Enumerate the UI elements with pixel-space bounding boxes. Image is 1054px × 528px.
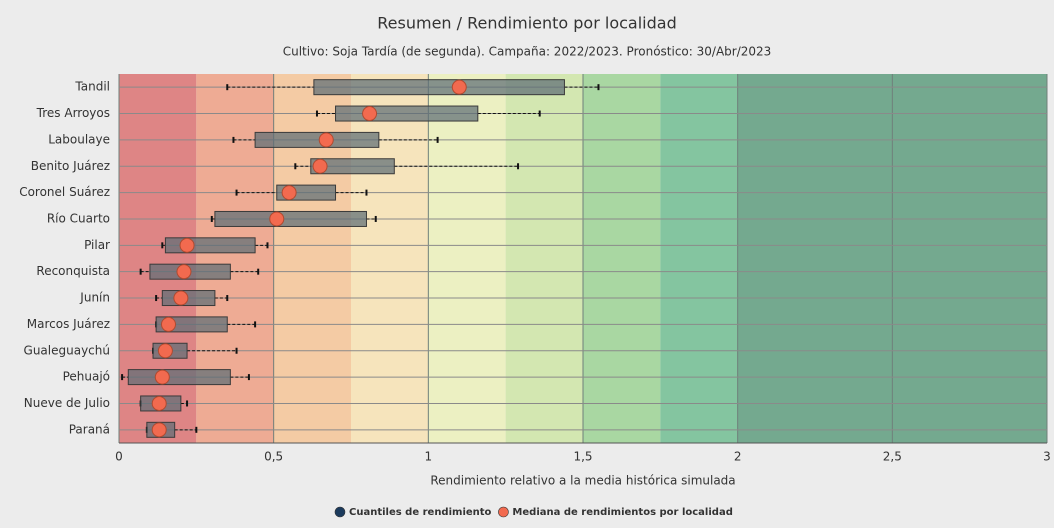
box [335,105,479,122]
x-tick-label: 0 [115,450,123,464]
x-tick-label: 3 [1043,450,1051,464]
median-point [179,237,195,253]
y-tick-label: Paraná [69,422,110,436]
y-tick-label: Coronel Suárez [19,185,110,199]
box [161,290,216,307]
median-point [151,395,167,411]
chart-title: Resumen / Rendimiento por localidad [377,14,676,33]
x-axis-label: Rendimiento relativo a la media históric… [430,474,735,488]
box [164,237,256,254]
y-tick-label: Laboulaye [48,132,110,146]
y-tick-label: Pilar [84,238,110,252]
median-point [157,343,173,359]
box [254,131,380,148]
median-point [312,158,328,174]
box [310,158,395,175]
background-band [660,74,738,443]
x-tick-label: 0,5 [264,450,283,464]
x-tick-label: 2,5 [883,450,902,464]
background-band [428,74,506,443]
background-band [196,74,274,443]
y-tick-label: Benito Juárez [31,159,110,173]
median-point [281,185,297,201]
median-point [451,79,467,95]
y-tick-label: Nueve de Julio [24,396,110,410]
box [127,369,231,386]
median-point [176,264,192,280]
background-band [273,74,351,443]
y-tick-label: Río Cuarto [47,211,110,225]
median-point [318,132,334,148]
legend-marker [498,506,509,518]
x-tick-label: 1 [425,450,433,464]
median-point [154,369,170,385]
legend-label: Cuantiles de rendimiento [349,507,492,518]
box [214,210,367,227]
median-point [362,106,378,122]
median-point [160,316,176,332]
y-tick-label: Tandil [74,80,110,94]
background-band [351,74,429,443]
box [313,79,565,96]
y-tick-label: Marcos Juárez [27,317,110,331]
legend-label: Mediana de rendimientos por localidad [512,507,732,518]
background-band [119,74,197,443]
y-tick-label: Junín [79,291,110,305]
median-point [151,422,167,438]
background-band [583,74,661,443]
median-point [269,211,285,227]
y-tick-label: Gualeguaychú [24,343,110,357]
x-tick-label: 2 [734,450,742,464]
background-band [505,74,583,443]
chart-subtitle: Cultivo: Soja Tardía (de segunda). Campa… [283,45,772,59]
legend-marker [334,506,346,518]
median-point [173,290,189,306]
x-tick-label: 1,5 [573,450,592,464]
y-tick-label: Pehuajó [63,370,110,384]
y-tick-label: Reconquista [36,264,110,278]
y-tick-label: Tres Arroyos [36,106,110,120]
